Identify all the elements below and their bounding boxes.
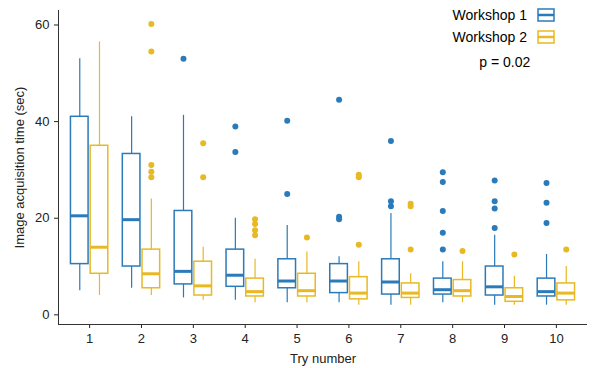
svg-text:6: 6 <box>345 331 352 346</box>
svg-text:0: 0 <box>42 307 49 322</box>
svg-text:10: 10 <box>549 331 563 346</box>
html-text:Workshop 1: Workshop 1 <box>452 7 527 23</box>
svg-text:4: 4 <box>242 331 249 346</box>
svg-text:8: 8 <box>449 331 456 346</box>
svg-text:1: 1 <box>86 331 93 346</box>
html-text:Workshop 2: Workshop 2 <box>452 29 527 45</box>
svg-text:2: 2 <box>138 331 145 346</box>
svg-text:Try number: Try number <box>290 351 357 366</box>
svg-text:7: 7 <box>397 331 404 346</box>
svg-text:Image acquisition time (sec): Image acquisition time (sec) <box>12 87 27 249</box>
svg-text:20: 20 <box>35 210 49 225</box>
svg-text:9: 9 <box>501 331 508 346</box>
svg-text:3: 3 <box>190 331 197 346</box>
html-text:p = 0.02: p = 0.02 <box>479 54 531 70</box>
svg-text:5: 5 <box>293 331 300 346</box>
svg-text:60: 60 <box>35 17 49 32</box>
svg-text:40: 40 <box>35 114 49 129</box>
